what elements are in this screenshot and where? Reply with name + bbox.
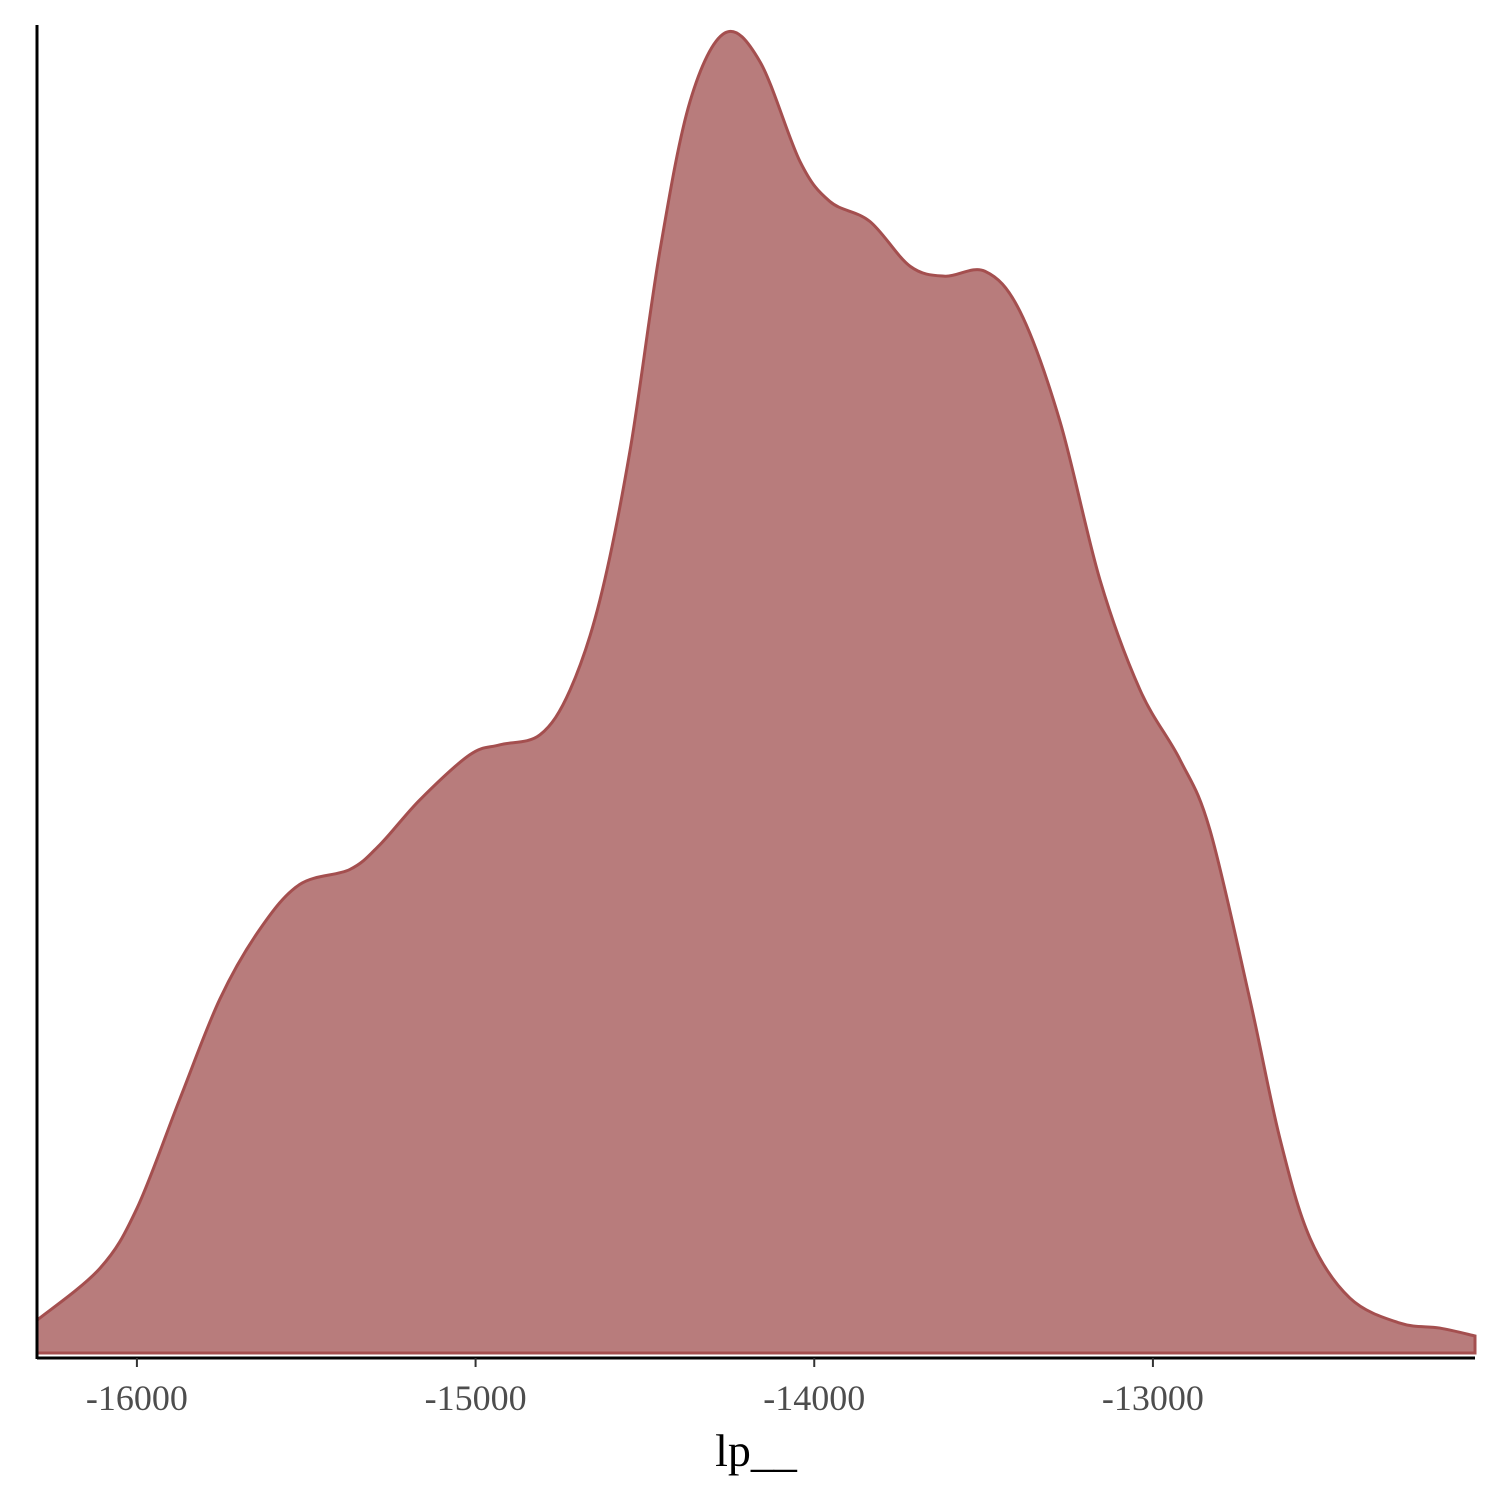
density-area [35,29,1477,1355]
x-axis-title: lp__ [715,1425,798,1476]
x-tick-label: -14000 [763,1378,865,1418]
x-tick-label: -15000 [425,1378,527,1418]
x-tick-label: -13000 [1102,1378,1204,1418]
x-tick-label: -16000 [86,1378,188,1418]
